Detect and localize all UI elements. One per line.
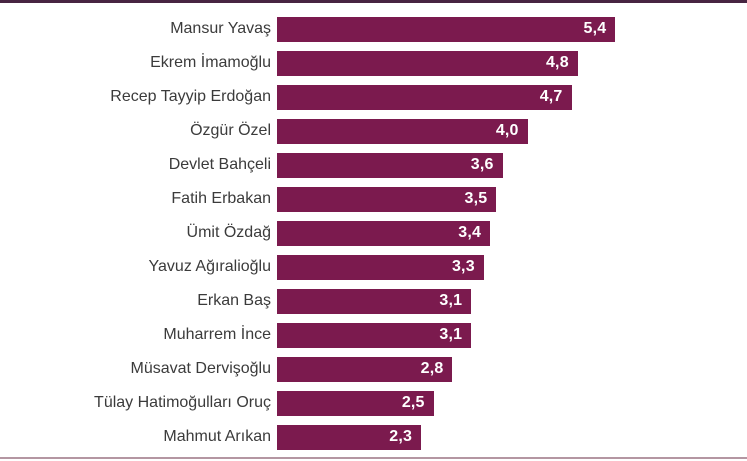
plot-area: 3,4 <box>277 220 747 246</box>
bar-row: Ümit Özdağ 3,4 <box>0 216 747 250</box>
value-label: 4,0 <box>495 122 519 139</box>
bar: 2,8 <box>277 356 453 382</box>
value-label: 2,8 <box>420 360 444 377</box>
bar-row: Devlet Bahçeli 3,6 <box>0 148 747 182</box>
plot-area: 3,3 <box>277 254 747 280</box>
bar-row: Özgür Özel 4,0 <box>0 114 747 148</box>
bar: 5,4 <box>277 16 616 42</box>
value-label: 3,3 <box>451 258 475 275</box>
value-label: 3,5 <box>464 190 488 207</box>
bar-row: Ekrem İmamoğlu 4,8 <box>0 46 747 80</box>
value-label: 3,1 <box>439 292 463 309</box>
plot-area: 2,5 <box>277 390 747 416</box>
bar-row: Müsavat Dervişoğlu 2,8 <box>0 352 747 386</box>
bar-row: Erkan Baş 3,1 <box>0 284 747 318</box>
plot-area: 3,6 <box>277 152 747 178</box>
category-label: Mahmut Arıkan <box>163 428 271 445</box>
category-label: Ekrem İmamoğlu <box>150 54 271 71</box>
bar: 4,0 <box>277 118 528 144</box>
bar: 4,7 <box>277 84 572 110</box>
plot-area: 3,1 <box>277 288 747 314</box>
category-label: Mansur Yavaş <box>170 20 271 37</box>
bar: 3,4 <box>277 220 491 246</box>
category-label: Ümit Özdağ <box>186 224 271 241</box>
bottom-divider <box>0 457 747 459</box>
bar: 3,3 <box>277 254 484 280</box>
bar-row: Tülay Hatimoğulları Oruç 2,5 <box>0 386 747 420</box>
plot-area: 2,8 <box>277 356 747 382</box>
value-label: 4,7 <box>539 88 563 105</box>
bar-rows-container: Mansur Yavaş 5,4 Ekrem İmamoğlu 4,8 Recep Ta… <box>0 3 747 454</box>
category-label: Muharrem İnce <box>163 326 271 343</box>
plot-area: 3,1 <box>277 322 747 348</box>
value-label: 4,8 <box>545 54 569 71</box>
value-label: 3,4 <box>458 224 482 241</box>
bar-row: Mahmut Arıkan 2,3 <box>0 420 747 454</box>
bar-row: Muharrem İnce 3,1 <box>0 318 747 352</box>
bar: 3,5 <box>277 186 497 212</box>
bar: 2,3 <box>277 424 422 450</box>
plot-area: 4,0 <box>277 118 747 144</box>
bar-row: Fatih Erbakan 3,5 <box>0 182 747 216</box>
category-label: Özgür Özel <box>190 122 271 139</box>
value-label: 3,1 <box>439 326 463 343</box>
category-label: Tülay Hatimoğulları Oruç <box>94 394 271 411</box>
category-label: Erkan Baş <box>197 292 271 309</box>
bar: 3,1 <box>277 288 472 314</box>
value-label: 5,4 <box>583 20 607 37</box>
category-label: Müsavat Dervişoğlu <box>130 360 272 377</box>
category-label: Devlet Bahçeli <box>168 156 271 173</box>
bar: 2,5 <box>277 390 434 416</box>
value-label: 3,6 <box>470 156 494 173</box>
bar-row: Yavuz Ağıralioğlu 3,3 <box>0 250 747 284</box>
value-label: 2,3 <box>389 428 413 445</box>
bar-row: Mansur Yavaş 5,4 <box>0 12 747 46</box>
plot-area: 5,4 <box>277 16 747 42</box>
category-label: Yavuz Ağıralioğlu <box>148 258 271 275</box>
bar: 4,8 <box>277 50 578 76</box>
category-label: Fatih Erbakan <box>171 190 271 207</box>
category-label: Recep Tayyip Erdoğan <box>110 88 271 105</box>
plot-area: 4,7 <box>277 84 747 110</box>
plot-area: 3,5 <box>277 186 747 212</box>
bar: 3,1 <box>277 322 472 348</box>
bar-row: Recep Tayyip Erdoğan 4,7 <box>0 80 747 114</box>
plot-area: 4,8 <box>277 50 747 76</box>
bar: 3,6 <box>277 152 503 178</box>
plot-area: 2,3 <box>277 424 747 450</box>
value-label: 2,5 <box>401 394 425 411</box>
